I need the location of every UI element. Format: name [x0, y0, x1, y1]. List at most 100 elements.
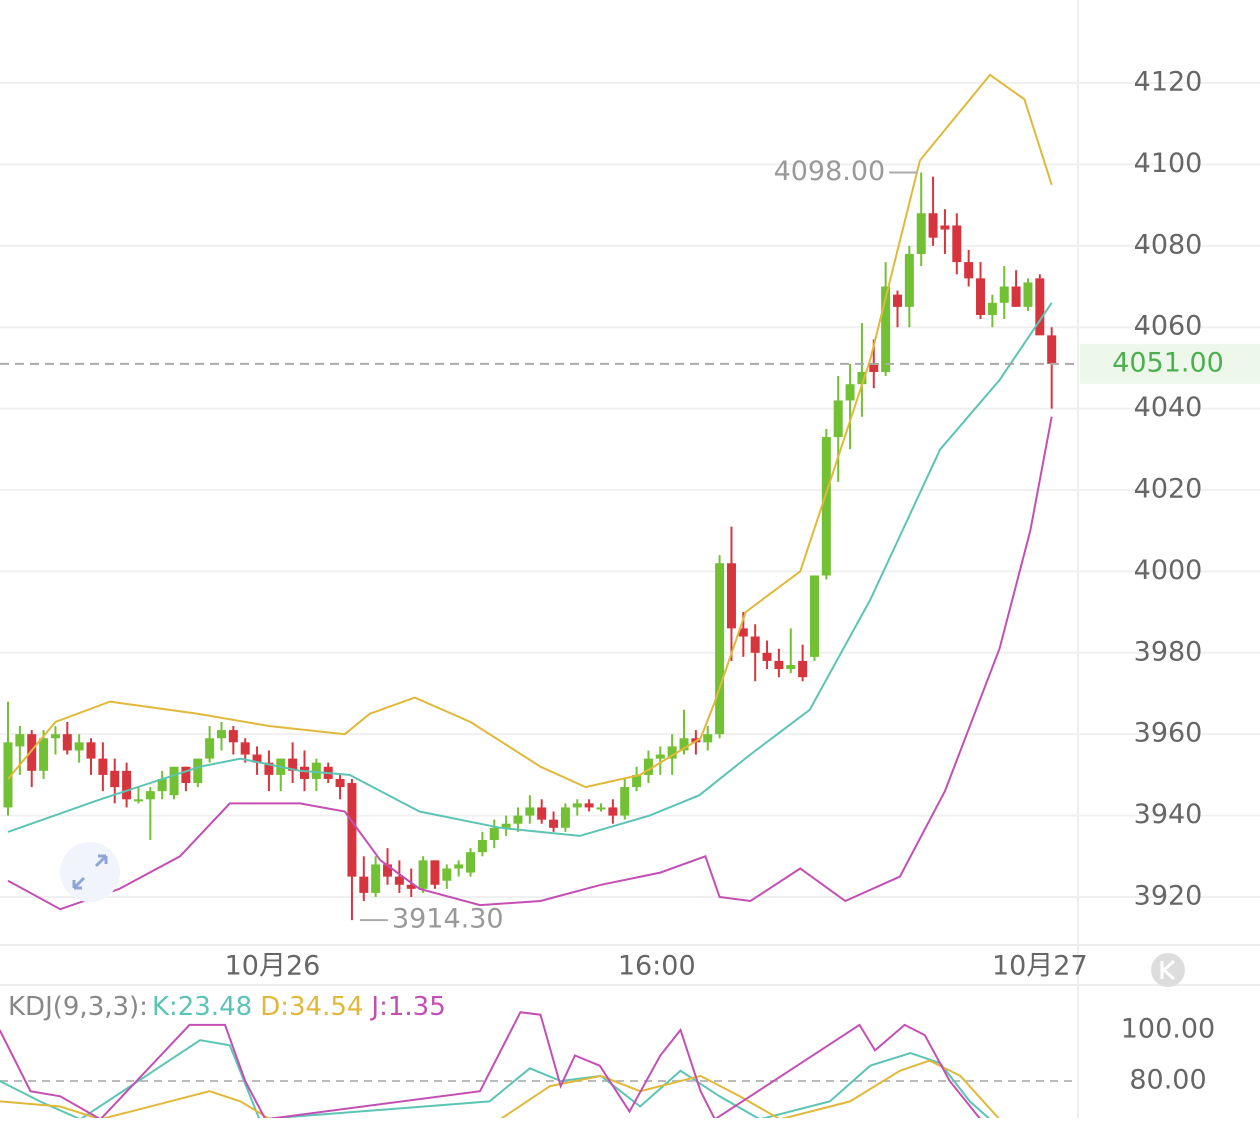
candle-body [786, 665, 796, 670]
candle-body [1023, 282, 1033, 307]
candle-body [216, 730, 226, 739]
candle-body [15, 734, 25, 747]
kdj-line [0, 1011, 981, 1118]
y-tick-label: 3980 [1134, 636, 1203, 667]
candle-body [98, 758, 108, 775]
y-tick-label: 4020 [1134, 474, 1203, 505]
candle-body [110, 770, 120, 788]
kdj-value: J:1.35 [369, 992, 445, 1022]
y-tick-label: 4000 [1134, 555, 1203, 586]
candle-body [347, 783, 357, 877]
candle-body [952, 225, 962, 263]
candle-body [371, 864, 381, 893]
candle-body [501, 823, 511, 828]
candle-body [1047, 335, 1057, 364]
candle-body [655, 754, 665, 759]
candle-body [643, 758, 653, 775]
y-tick-label: 4080 [1134, 229, 1203, 260]
kdj-line [0, 1039, 991, 1118]
candle-body [608, 807, 618, 816]
y-tick-label: 3920 [1134, 880, 1203, 911]
k-button[interactable] [1151, 953, 1185, 987]
kdj-line [0, 1059, 1000, 1118]
candle-body [987, 302, 997, 315]
candle-body [288, 758, 298, 771]
candle-body [762, 652, 772, 661]
candle-body [750, 636, 760, 653]
candle-body [406, 884, 416, 889]
candle-body [311, 762, 321, 779]
candle-body [86, 742, 96, 759]
candle-body [466, 852, 476, 873]
candle-body [596, 807, 606, 810]
candle-body [525, 807, 535, 816]
candle-body [703, 734, 713, 743]
labels: 3920 3940 3960 3980 4000 4020 4040 4060 4080 4100… [8, 67, 1260, 1096]
candle-body [845, 384, 855, 401]
candle-body [1035, 278, 1045, 336]
kdj-title: KDJ(9,3,3): [8, 992, 148, 1022]
candle-body [620, 787, 630, 816]
band-line [7, 302, 1053, 837]
candle-body [928, 213, 938, 238]
candle-body [726, 563, 736, 629]
candle-body [477, 840, 487, 853]
candle-body [881, 286, 891, 372]
candle-body [264, 762, 274, 775]
y-tick-label: 4040 [1134, 392, 1203, 423]
y-tick-label: 4100 [1134, 148, 1203, 179]
candle-body [169, 766, 179, 796]
candle-body [667, 746, 677, 759]
candle-body [181, 766, 191, 784]
kdj-header: KDJ(9,3,3): K:23.48 D:34.54 J:1.35 [8, 992, 446, 1022]
last-price-label: 4051.00 [1112, 347, 1224, 378]
candle-body [39, 738, 49, 771]
candle-body [999, 286, 1009, 303]
x-tick-label: 16:00 [618, 951, 696, 982]
candle-body [964, 262, 974, 279]
candle-body [715, 563, 725, 735]
candle-body [632, 774, 642, 788]
candle-body [394, 876, 404, 885]
candle-body [904, 253, 914, 307]
candle-body [560, 807, 570, 828]
kdj-panel [0, 1011, 1000, 1118]
band-line [7, 416, 1053, 911]
candle-body [145, 791, 155, 800]
candle-body [454, 864, 464, 869]
y-tick-label: 3940 [1134, 799, 1203, 830]
candle-body [418, 860, 428, 889]
band-line [7, 73, 1053, 789]
grid [0, 82, 1260, 1083]
candle-body [252, 754, 262, 763]
max-label: 4098.00 [774, 156, 886, 187]
candle-body [833, 400, 843, 438]
candle-body [300, 766, 309, 779]
candle-body [359, 876, 369, 893]
candle-body [857, 371, 867, 385]
candle-body [50, 734, 60, 739]
candle-body [442, 868, 452, 881]
candle-body [240, 742, 250, 755]
candle-body [738, 628, 748, 637]
candle-body [549, 819, 559, 828]
candle-body [383, 864, 393, 877]
y-tick-label: 4060 [1134, 311, 1203, 342]
candle-body [940, 225, 950, 230]
candle-body [489, 827, 499, 840]
candle-body [228, 730, 238, 743]
x-tick-label: 10月27 [992, 951, 1088, 982]
candle-body [869, 363, 879, 372]
min-label: 3914.30 [392, 904, 504, 935]
candle-body [133, 799, 143, 802]
candle-body [335, 778, 345, 788]
candle-body [3, 742, 13, 808]
expand-icon[interactable] [60, 842, 120, 902]
kdj-tick-label: 100.00 [1121, 1014, 1215, 1045]
y-tick-label: 4120 [1134, 67, 1203, 98]
kdj-tick-label: 80.00 [1129, 1065, 1206, 1096]
candle-body [916, 213, 926, 254]
candle-body [430, 860, 440, 885]
y-tick-label: 3960 [1134, 718, 1203, 749]
